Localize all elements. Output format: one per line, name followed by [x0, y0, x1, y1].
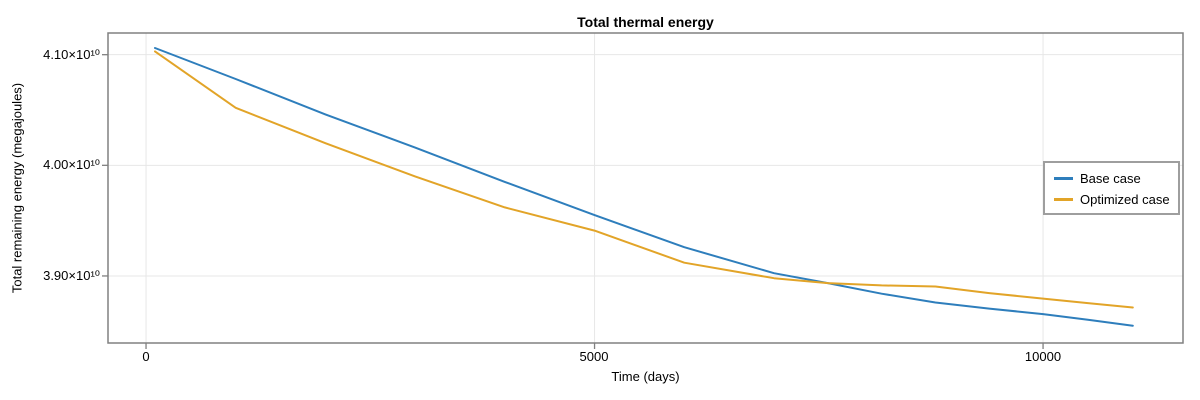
x-tick-label: 10000 [1024, 349, 1062, 364]
legend-label: Base case [1080, 171, 1141, 186]
legend-label: Optimized case [1080, 192, 1170, 207]
y-tick-label: 4.00×10¹⁰ [43, 157, 100, 172]
y-tick-label: 3.90×10¹⁰ [43, 268, 100, 283]
chart-title: Total thermal energy [577, 14, 714, 30]
x-axis-label: Time (days) [611, 369, 680, 384]
legend: Base case Optimized case [1043, 161, 1180, 215]
x-tick-label: 5000 [579, 349, 609, 364]
y-axis-label: Total remaining energy (megajoules) [9, 82, 25, 294]
legend-item: Base case [1045, 168, 1178, 189]
x-tick-label: 0 [142, 349, 150, 364]
legend-item: Optimized case [1045, 189, 1178, 210]
series-line-base-case [154, 47, 1134, 327]
legend-swatch-optimized-case [1054, 198, 1073, 201]
y-tick-label: 4.10×10¹⁰ [43, 47, 100, 62]
legend-swatch-base-case [1054, 177, 1073, 180]
series-line-optimized-case [154, 50, 1134, 309]
plot-border [107, 32, 1184, 344]
